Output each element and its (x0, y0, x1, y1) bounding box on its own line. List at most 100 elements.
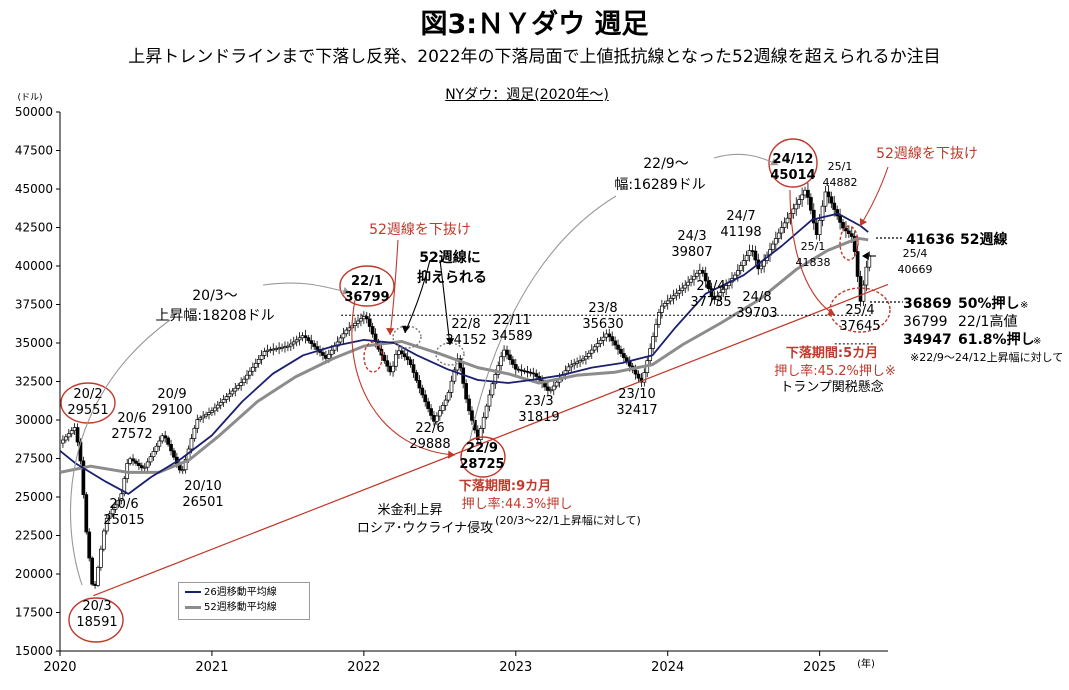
candle-body (414, 372, 419, 381)
candle-body (665, 300, 670, 304)
candle-body (63, 436, 68, 441)
label-2504-date: 25/4 (903, 247, 928, 260)
candle-body (364, 316, 369, 320)
x-tick-label: 2025 (803, 660, 836, 675)
y-tick-label: 27500 (15, 452, 53, 466)
candle-body (674, 292, 679, 297)
candle-body (832, 202, 837, 210)
x-tick-label: 2021 (195, 660, 228, 675)
page-title: 図3:ＮＹダウ 週足 (420, 9, 649, 40)
page-subtitle: 上昇トレンドラインまで下落し反発、2022年の下落局面で上値抵抗線となった52週… (128, 47, 941, 67)
y-tick-label: 25000 (15, 490, 53, 504)
y-tick-label: 22500 (15, 529, 53, 543)
candle-body (823, 191, 828, 207)
label-lvl-52w-val: 41636 (906, 232, 955, 248)
candle-body (800, 194, 804, 200)
candle-body (636, 373, 641, 379)
candle-body (397, 350, 401, 355)
candle-body (201, 415, 206, 419)
arrow-below52-2-head (859, 218, 868, 226)
candle-body (157, 440, 162, 447)
label-drop2-cause: トランプ関税懸念 (780, 379, 884, 395)
label-2504-value: 40669 (898, 263, 933, 276)
candle-body (338, 337, 343, 343)
arrow-drop2 (789, 189, 836, 316)
candle-body (721, 288, 726, 293)
candle-body (405, 356, 410, 361)
candle-body (66, 433, 71, 438)
candle-body (180, 469, 185, 472)
candle-body (516, 368, 521, 371)
candle-body (391, 365, 395, 373)
candle-body (204, 413, 208, 417)
candle-body (198, 417, 203, 420)
arrow-held-2-head (446, 338, 455, 345)
candle-body (511, 359, 515, 365)
candle-body (151, 451, 156, 458)
arrow-2201-head (342, 287, 350, 295)
candle-body (215, 404, 220, 409)
label-2310-date: 23/10 (618, 387, 655, 402)
candle-body (610, 336, 615, 342)
candle-body (75, 427, 80, 443)
candle-body (581, 358, 585, 361)
candle-body (598, 340, 603, 344)
candle-body (286, 345, 290, 348)
candle-body (61, 439, 65, 444)
candle-body (160, 435, 165, 442)
candle-body (744, 255, 749, 261)
candle-body (464, 383, 468, 400)
arrow-rise1 (69, 319, 171, 586)
candle-body (566, 366, 571, 372)
label-drop2-period: 下落期間:5カ月 (786, 345, 878, 361)
candle-body (69, 430, 74, 435)
candle-body (811, 209, 816, 224)
candle-body (134, 460, 138, 464)
candle-body (280, 346, 284, 349)
candle-body (776, 232, 781, 239)
x-tick-label: 2024 (651, 660, 684, 675)
candle-body (221, 399, 226, 403)
candle-body (706, 280, 711, 289)
candle-body (268, 349, 273, 351)
label-2208-date: 22/8 (451, 317, 480, 332)
arrow-below52-2 (859, 166, 889, 227)
label-2002-date: 20/2 (73, 387, 102, 402)
candle-body (312, 343, 317, 347)
circle-2209 (460, 436, 506, 478)
label-2201-date: 22/1 (351, 274, 383, 289)
label-lvl-50-lbl: 50%押し (958, 295, 1020, 312)
candle-body (642, 372, 647, 383)
label-2211-date: 22/11 (493, 313, 530, 328)
label-2003-value: 18591 (76, 615, 117, 630)
candle-body (353, 322, 357, 326)
candle-body (388, 365, 392, 373)
candle-body (96, 566, 100, 586)
candle-body (183, 459, 188, 471)
candle-body (584, 356, 588, 360)
circle-2003 (68, 597, 124, 643)
label-held52-l1: 52週線に (419, 249, 480, 266)
arrow-drop1 (351, 299, 456, 456)
circle-resist-2 (435, 342, 465, 366)
candle-body (814, 222, 819, 235)
candle-body (297, 337, 302, 341)
candle-body (163, 435, 168, 439)
candle-body (137, 462, 141, 466)
candle-body (803, 189, 807, 196)
candle-body (210, 410, 214, 413)
candle-body (735, 270, 740, 276)
x-tick-label: 2022 (347, 660, 380, 675)
circle-2412 (768, 138, 818, 188)
label-2209-date: 22/9 (466, 441, 498, 456)
candle-body (534, 373, 539, 377)
candle-body (382, 354, 387, 362)
candle-body (592, 346, 597, 351)
candle-body (309, 340, 314, 344)
label-2303-value: 31819 (518, 410, 559, 425)
candle-body (525, 371, 530, 373)
y-tick-label: 32500 (15, 375, 53, 389)
x-tick-label: 2023 (499, 660, 532, 675)
candle-body (408, 359, 413, 365)
